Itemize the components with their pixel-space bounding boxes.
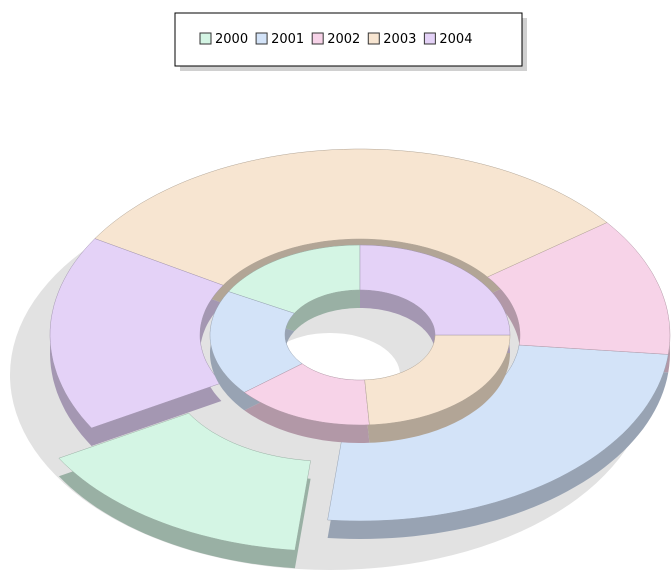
- legend-swatch: [255, 32, 268, 45]
- legend-label: 2001: [271, 32, 304, 47]
- legend: 2000 2001 2002 2003 2004: [199, 32, 472, 47]
- legend-swatch: [199, 32, 212, 45]
- plot: [10, 148, 671, 570]
- legend-swatch: [311, 32, 324, 45]
- legend-label: 2003: [383, 32, 416, 47]
- legend-box: [174, 12, 523, 67]
- legend-label: 2002: [327, 32, 360, 47]
- legend-swatch: [423, 32, 436, 45]
- segment: [359, 244, 511, 336]
- legend-label: 2000: [215, 32, 248, 47]
- legend-label: 2004: [439, 32, 472, 47]
- segment: [58, 412, 311, 551]
- legend-swatch: [367, 32, 380, 45]
